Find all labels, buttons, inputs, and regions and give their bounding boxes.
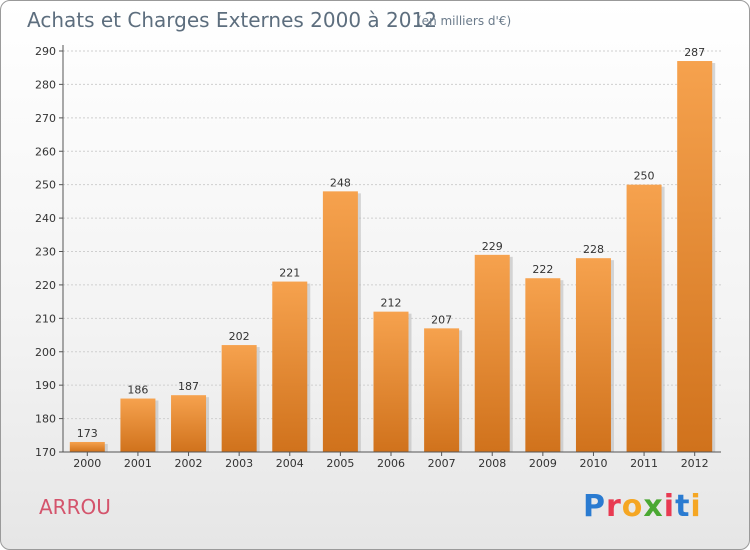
x-tick-label: 2011 (630, 457, 658, 470)
logo-letter: i (690, 489, 702, 524)
bar (575, 258, 611, 452)
y-tick-label: 270 (35, 112, 56, 125)
y-tick-label: 210 (35, 312, 56, 325)
bar (474, 254, 510, 452)
x-tick-label: 2012 (681, 457, 709, 470)
commune-name: ARROU (39, 495, 111, 519)
x-tick-label: 2001 (124, 457, 152, 470)
bar (221, 345, 257, 452)
bar-value-label: 221 (279, 267, 300, 280)
x-tick-label: 2009 (529, 457, 557, 470)
bar-value-label: 186 (127, 384, 148, 397)
bar-value-label: 222 (532, 263, 553, 276)
x-tick-label: 2005 (326, 457, 354, 470)
proxiti-logo[interactable]: Proxiti (583, 489, 702, 524)
bar (677, 61, 713, 453)
x-tick-label: 2002 (175, 457, 203, 470)
bar-value-label: 173 (77, 427, 98, 440)
bar (322, 191, 358, 452)
logo-letter: r (606, 489, 622, 524)
x-tick-label: 2000 (73, 457, 101, 470)
bar-value-label: 248 (330, 176, 351, 189)
y-tick-label: 230 (35, 246, 56, 259)
y-tick-label: 250 (35, 179, 56, 192)
y-tick-label: 240 (35, 212, 56, 225)
bar (272, 281, 308, 452)
bar (120, 398, 156, 452)
chart-title: Achats et Charges Externes 2000 à 2012 (27, 8, 437, 32)
logo-letter: P (583, 489, 606, 524)
x-tick-label: 2003 (225, 457, 253, 470)
y-tick-label: 220 (35, 279, 56, 292)
bar (626, 184, 662, 452)
bar-value-label: 187 (178, 380, 199, 393)
x-tick-label: 2004 (276, 457, 304, 470)
bar (424, 328, 460, 452)
x-tick-label: 2010 (579, 457, 607, 470)
y-tick-label: 280 (35, 78, 56, 91)
y-tick-label: 290 (35, 45, 56, 58)
bar-value-label: 287 (684, 46, 705, 59)
logo-letter: o (621, 489, 644, 524)
bar-value-label: 250 (634, 170, 655, 183)
logo-letter: t (675, 489, 691, 524)
x-tick-label: 2006 (377, 457, 405, 470)
bar (373, 311, 409, 452)
bar-value-label: 202 (229, 330, 250, 343)
y-tick-label: 260 (35, 145, 56, 158)
y-tick-label: 200 (35, 346, 56, 359)
y-tick-label: 180 (35, 413, 56, 426)
bar-value-label: 228 (583, 243, 604, 256)
bar-value-label: 212 (381, 297, 402, 310)
bar-value-label: 207 (431, 313, 452, 326)
chart-unit: (en milliers d'€) (417, 14, 512, 28)
y-tick-label: 190 (35, 379, 56, 392)
x-tick-label: 2007 (428, 457, 456, 470)
y-tick-label: 170 (35, 446, 56, 459)
x-tick-label: 2008 (478, 457, 506, 470)
bar (171, 395, 207, 452)
bar-value-label: 229 (482, 240, 503, 253)
logo-letter: x (643, 489, 664, 524)
logo-letter: i (663, 489, 676, 524)
bar (525, 278, 561, 452)
bar (69, 441, 105, 452)
